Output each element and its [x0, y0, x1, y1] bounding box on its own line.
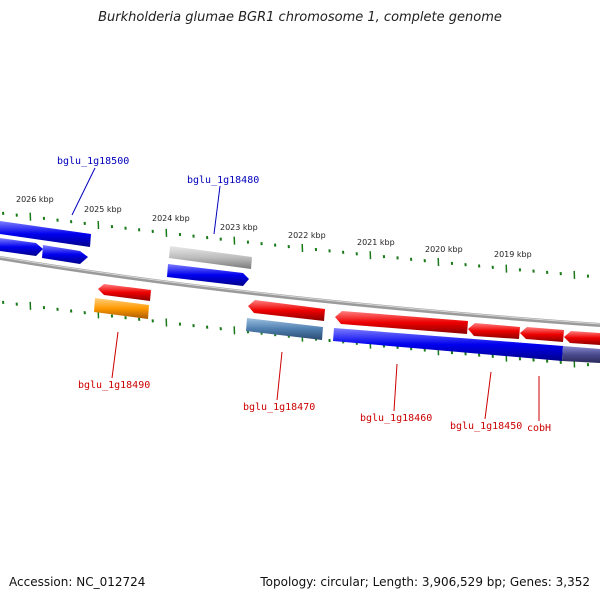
- gene-feature[interactable]: [169, 246, 252, 269]
- gene-feature[interactable]: [520, 327, 564, 342]
- gene-feature[interactable]: [248, 300, 325, 321]
- gene-label[interactable]: bglu_1g18460: [360, 413, 432, 424]
- scale-label: 2023 kbp: [220, 223, 258, 232]
- label-leaders: [71, 167, 540, 421]
- gene-feature[interactable]: [167, 264, 249, 286]
- scale-ticks-upper: [2, 211, 590, 279]
- gene-label[interactable]: bglu_1g18490: [78, 380, 150, 391]
- gene-feature[interactable]: [564, 331, 600, 345]
- scale-label: 2025 kbp: [84, 205, 122, 214]
- gene-feature[interactable]: [94, 298, 149, 319]
- gene-feature[interactable]: [333, 328, 563, 361]
- genome-backbone: [0, 256, 600, 327]
- gene-label[interactable]: bglu_1g18500: [57, 156, 129, 167]
- gene-label[interactable]: bglu_1g18470: [243, 402, 315, 413]
- gene-feature[interactable]: [42, 245, 88, 264]
- gene-feature[interactable]: [468, 323, 520, 339]
- scale-label: 2022 kbp: [288, 231, 326, 240]
- gene-feature[interactable]: [246, 318, 323, 340]
- scale-label: 2019 kbp: [494, 250, 532, 259]
- scale-label: 2020 kbp: [425, 245, 463, 254]
- gene-feature[interactable]: [0, 221, 91, 247]
- scale-labels: 2026 kbp 2025 kbp 2024 kbp 2023 kbp 2022…: [16, 195, 532, 259]
- gene-feature[interactable]: [0, 238, 43, 256]
- gene-feature[interactable]: [562, 346, 600, 363]
- genome-summary-text: Topology: circular; Length: 3,906,529 bp…: [260, 575, 590, 589]
- gene-feature[interactable]: [98, 284, 151, 301]
- gene-label[interactable]: bglu_1g18480: [187, 175, 259, 186]
- gene-label[interactable]: cobH: [527, 423, 551, 434]
- gene-label[interactable]: bglu_1g18450: [450, 421, 522, 432]
- scale-label: 2024 kbp: [152, 214, 190, 223]
- scale-label: 2026 kbp: [16, 195, 54, 204]
- minus-strand-features: [94, 284, 600, 363]
- accession-text: Accession: NC_012724: [9, 575, 146, 589]
- gene-feature[interactable]: [335, 311, 468, 334]
- gene-labels: bglu_1g18500 bglu_1g18480 bglu_1g18490 b…: [57, 156, 551, 434]
- plus-strand-features: [0, 221, 252, 286]
- scale-label: 2021 kbp: [357, 238, 395, 247]
- map-title: Burkholderia glumae BGR1 chromosome 1, c…: [98, 10, 502, 25]
